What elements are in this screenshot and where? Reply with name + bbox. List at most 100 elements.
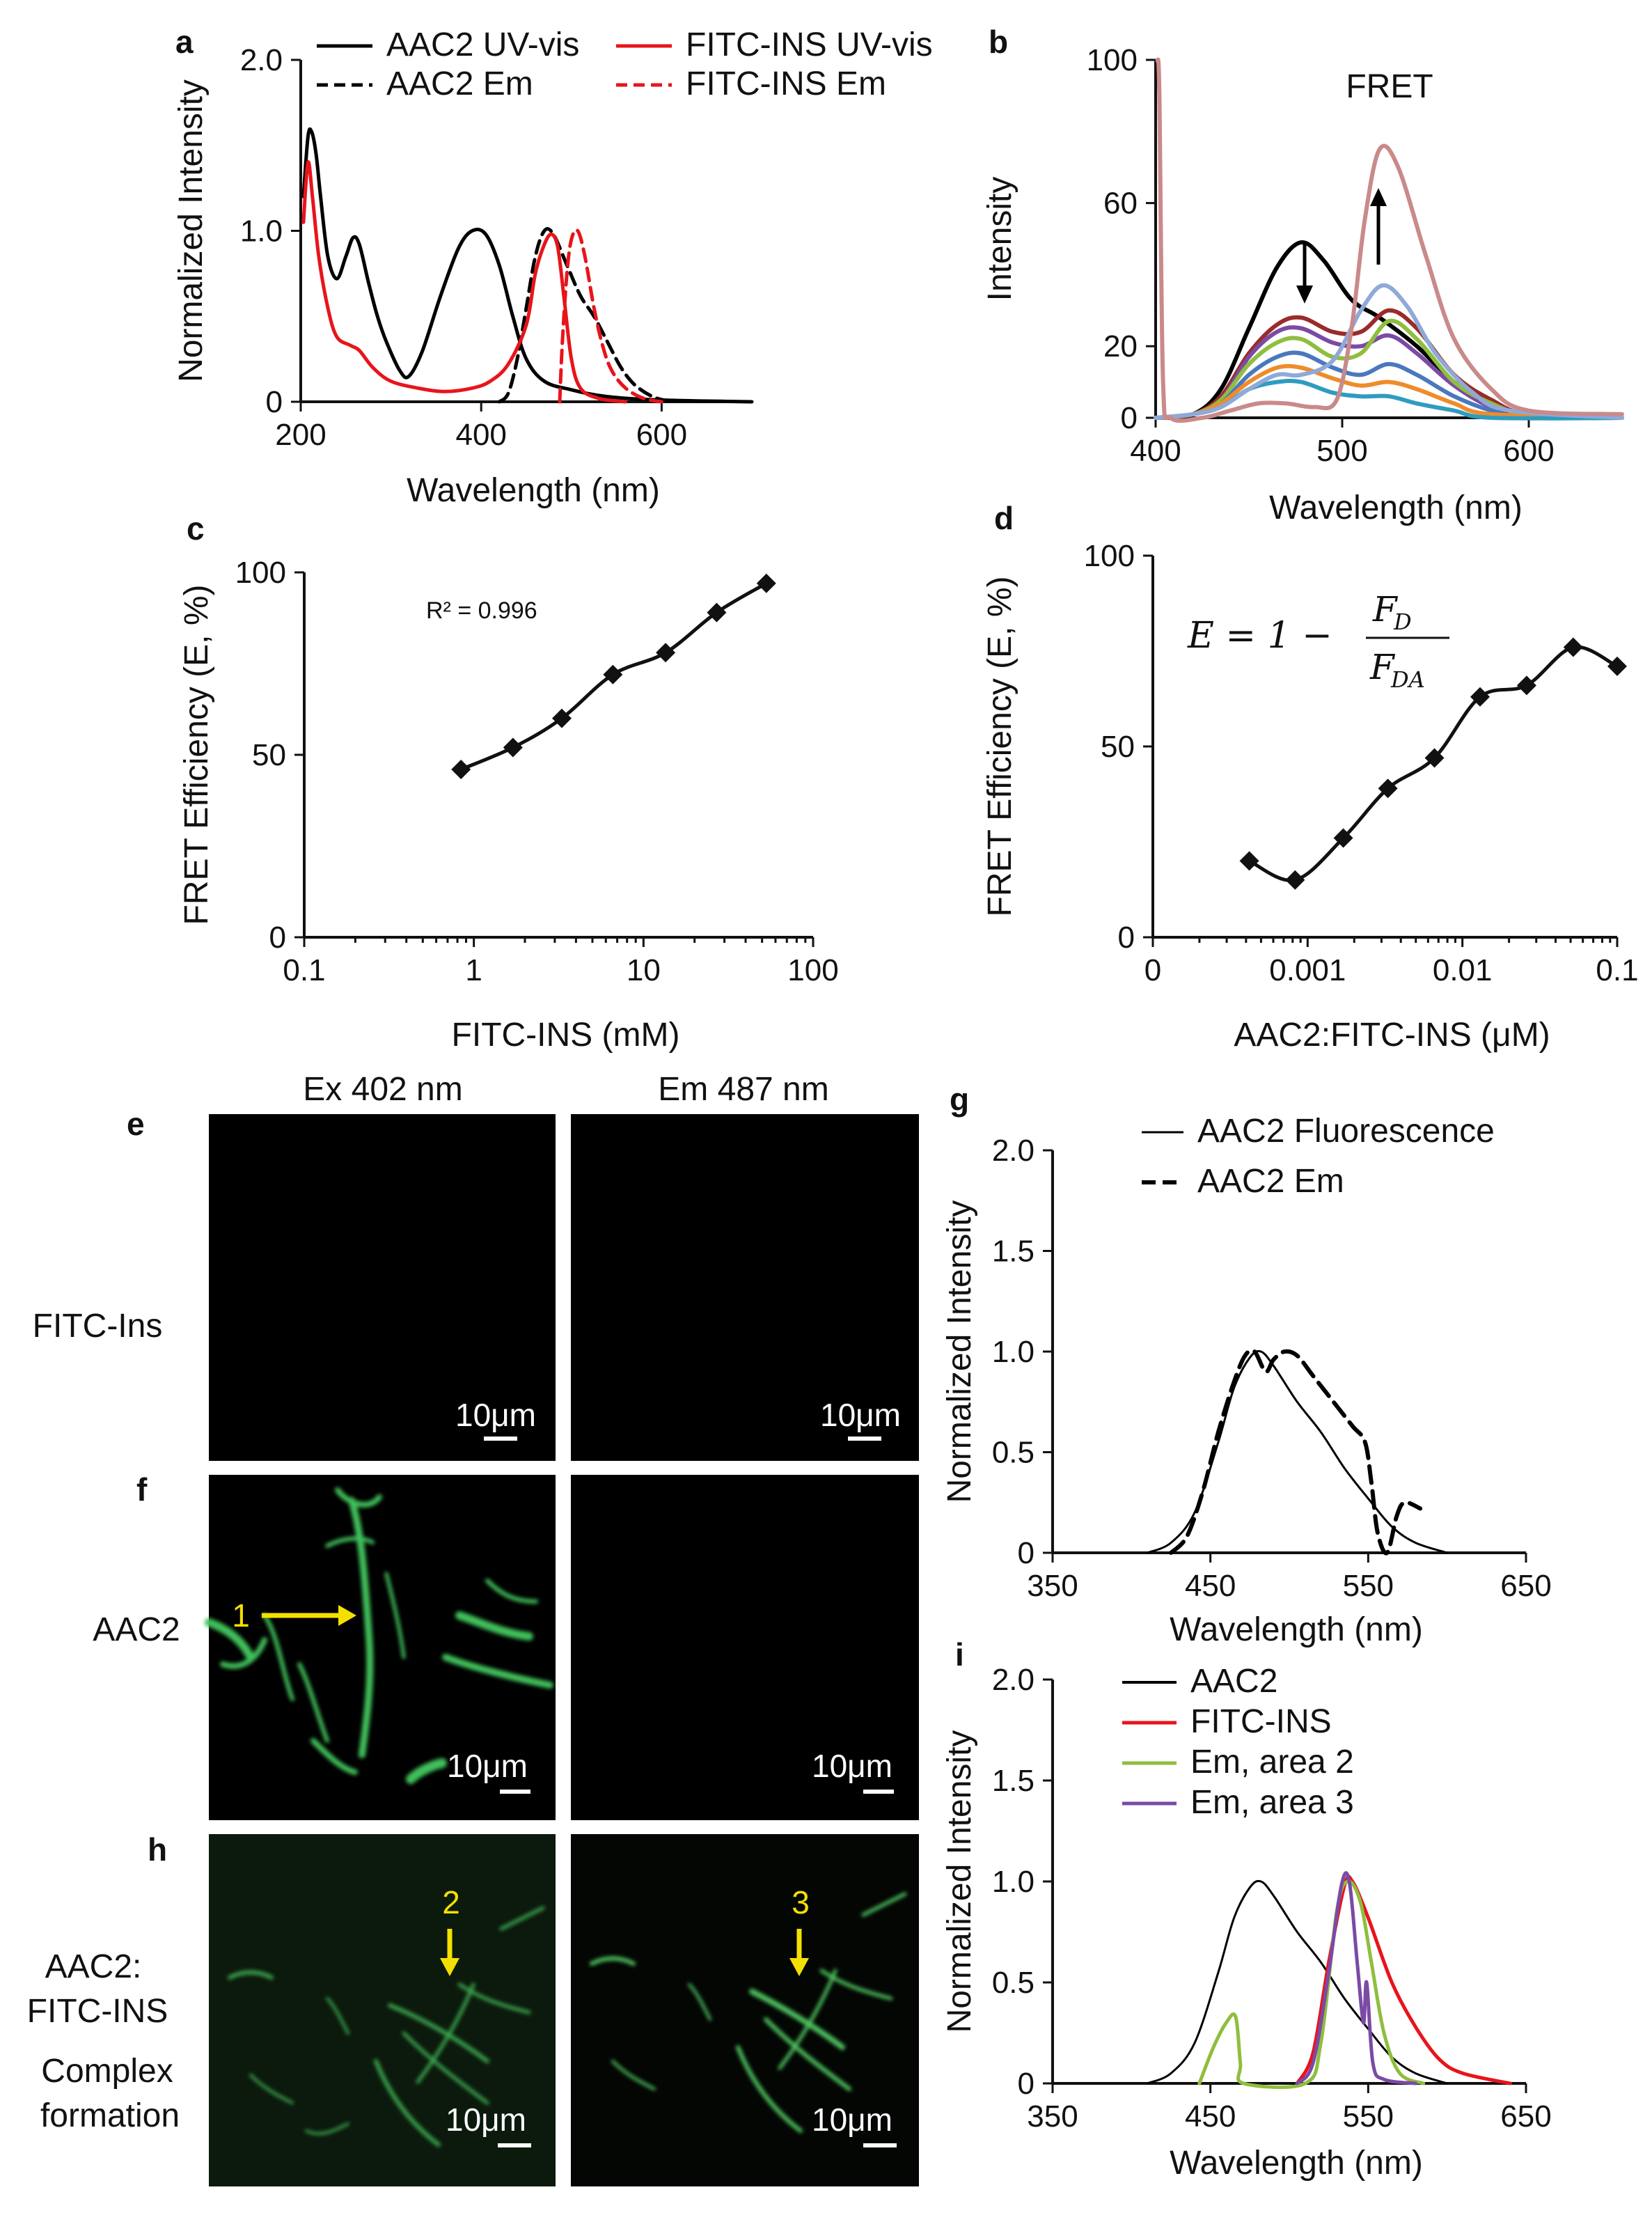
data-point (1424, 748, 1445, 768)
y-tick-label: 0 (266, 385, 283, 419)
legend-label: AAC2 UV-vis (386, 26, 579, 63)
y-tick-label: 50 (252, 738, 286, 772)
scale-bar-label: 10μm (447, 1748, 528, 1784)
x-tick-label: 10 (627, 953, 661, 987)
fiber-structures (590, 1892, 907, 2133)
row-label-aac2: AAC2 (93, 1611, 180, 1648)
row-label-fitc-ins: FITC-Ins (33, 1308, 163, 1345)
x-tick-label: 0.1 (1596, 953, 1638, 987)
data-point (1239, 851, 1259, 871)
panel-letter-h: h (148, 1831, 167, 1868)
y-tick-label: 0.5 (992, 1436, 1035, 1470)
y-tick-label: 100 (1084, 539, 1135, 573)
x-axis-label: FITC-INS (mM) (452, 1017, 680, 1054)
column-label-ex: Ex 402 nm (303, 1071, 462, 1108)
y-tick-label: 1.5 (992, 1764, 1035, 1798)
panel-letter-d: d (994, 500, 1014, 536)
series-line-4 (1295, 1871, 1417, 2085)
x-tick-label: 350 (1027, 2099, 1078, 2134)
x-tick-label: 600 (636, 418, 687, 452)
legend-label: AAC2 Fluorescence (1197, 1113, 1495, 1150)
x-tick-label: 0.01 (1433, 953, 1493, 987)
data-point (451, 759, 471, 779)
x-tick-label: 350 (1027, 1569, 1078, 1603)
panel-letter-g: g (950, 1081, 969, 1118)
data-point (656, 643, 676, 663)
micrograph-e-ex: 10μm (209, 1114, 556, 1461)
series-line-1 (1146, 1879, 1449, 2085)
scale-bar-label: 10μm (455, 1397, 536, 1433)
data-point (1378, 778, 1398, 799)
r-squared-annotation: R² = 0.996 (426, 597, 537, 624)
equation-numerator-sub: D (1393, 609, 1412, 635)
series-line-2 (1169, 1348, 1423, 1556)
x-tick-label: 0.001 (1269, 953, 1346, 987)
series-line-4 (1154, 318, 1624, 420)
y-tick-label: 60 (1103, 187, 1138, 221)
panel-letter-b: b (989, 24, 1008, 60)
scale-bar (500, 1790, 530, 1794)
scale-bar (848, 1437, 881, 1441)
micrograph-f-em: 10μm (571, 1475, 919, 1820)
data-point (603, 664, 623, 684)
y-tick-label: 0 (269, 921, 286, 955)
x-tick-label: 650 (1500, 2099, 1551, 2134)
data-point (552, 708, 572, 728)
scale-bar (484, 1437, 517, 1441)
series-line-1 (301, 127, 754, 404)
x-tick-label: 0 (1144, 953, 1161, 987)
y-tick-label: 50 (1101, 730, 1135, 764)
y-tick-label: 100 (1087, 43, 1138, 77)
x-axis-label: Wavelength (nm) (1170, 1611, 1423, 1648)
panel-letter-a: a (175, 24, 194, 60)
data-point (1285, 870, 1305, 890)
arrow-label-3: 3 (792, 1884, 810, 1920)
series-line-5 (1154, 350, 1624, 421)
scale-bar (498, 2143, 531, 2147)
x-tick-label: 500 (1316, 434, 1367, 468)
micrograph-h-em: 3 10μm (571, 1834, 919, 2186)
micrograph-f-ex: 1 10μm (205, 1475, 556, 1820)
y-tick-label: 0 (1018, 1536, 1035, 1570)
y-tick-label: 2.0 (240, 43, 283, 77)
arrow-label-1: 1 (232, 1597, 250, 1634)
chart-i-area-emission: 350 450 550 650 0 0.5 1.0 1.5 2.0 Wavelength (nm)… (941, 1663, 1552, 2182)
chart-g-fluorescence: 350 450 550 650 0 0.5 1.0 1.5 2.0 Wavelength (nm)… (941, 1113, 1552, 1648)
scale-bar-label: 10μm (446, 2101, 526, 2138)
x-axis-label: Wavelength (nm) (1170, 2145, 1423, 2182)
panel-letter-c: c (187, 510, 205, 547)
y-axis-label: Intensity (982, 177, 1018, 302)
y-axis-label: Normalized Intensity (173, 79, 210, 382)
x-tick-label: 0.1 (283, 953, 325, 987)
scale-bar-label: 10μm (812, 2101, 892, 2138)
y-tick-label: 20 (1103, 329, 1138, 363)
scale-bar-label: 10μm (820, 1397, 901, 1433)
legend-label: FITC-INS UV-vis (686, 26, 933, 63)
data-point (1333, 828, 1353, 848)
x-tick-label: 200 (275, 418, 326, 452)
fret-equation: E = 1 − F D F DA (1187, 589, 1449, 693)
scale-bar (863, 2143, 897, 2147)
data-point (1563, 637, 1583, 657)
row-label-complex-3: Complex (41, 2053, 173, 2090)
data-point (707, 602, 727, 623)
data-point (1607, 656, 1627, 676)
y-tick-label: 0.5 (992, 1966, 1035, 2000)
series-line-9 (1155, 57, 1624, 423)
legend-label: FITC-INS Em (686, 65, 886, 102)
x-axis-label: Wavelength (nm) (407, 472, 660, 509)
y-tick-label: 1.5 (992, 1235, 1035, 1269)
x-tick-label: 1 (465, 953, 482, 987)
series-line-3 (301, 160, 628, 404)
y-axis-label: Normalized Intensity (941, 1200, 978, 1503)
chart-c-fret-efficiency-concentration: 0.1 1 10 100 0 50 100 FITC-INS (mM) FRET Efficie… (178, 556, 839, 1054)
yellow-arrow-1: 1 (232, 1597, 356, 1634)
equation-denominator: F (1369, 647, 1396, 687)
column-label-em: Em 487 nm (658, 1071, 828, 1108)
x-tick-label: 600 (1503, 434, 1554, 468)
legend-label: AAC2 Em (386, 65, 533, 102)
x-tick-label: 400 (1130, 434, 1181, 468)
x-tick-label: 450 (1185, 1569, 1236, 1603)
y-axis-label: FRET Efficiency (E, %) (178, 585, 215, 925)
